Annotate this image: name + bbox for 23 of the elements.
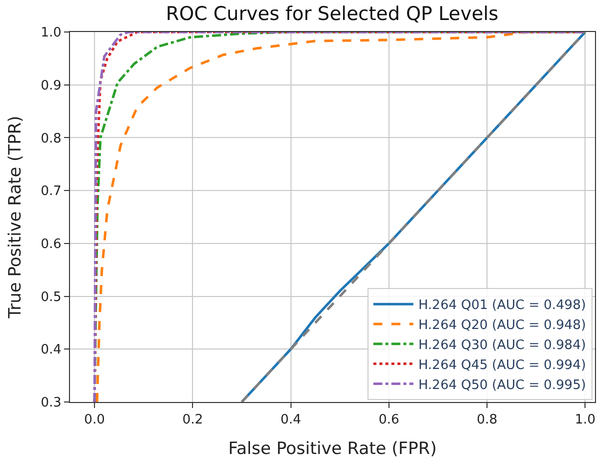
legend-label: H.264 Q20 (AUC = 0.948)	[418, 318, 586, 334]
legend-label: H.264 Q45 (AUC = 0.994)	[418, 358, 586, 373]
chart-title: ROC Curves for Selected QP Levels	[166, 3, 498, 26]
x-tick-label: 0.2	[182, 412, 204, 428]
y-tick-label: 0.6	[40, 236, 62, 252]
legend-label: H.264 Q01 (AUC = 0.498)	[418, 298, 586, 314]
y-tick-label: 0.3	[40, 396, 62, 411]
y-tick-label: 0.4	[40, 342, 62, 358]
x-tick-label: 0.4	[280, 412, 302, 428]
y-tick-label: 0.8	[40, 131, 62, 146]
y-tick-label: 0.5	[40, 290, 62, 305]
y-tick-label: 0.7	[40, 184, 62, 200]
y-tick-label: 1.0	[40, 26, 62, 41]
x-tick-label: 0.0	[84, 412, 105, 428]
x-tick-label: 1.0	[574, 412, 596, 428]
x-axis-title: False Positive Rate (FPR)	[228, 439, 437, 459]
line-series	[240, 32, 586, 402]
y-tick-label: 0.9	[40, 78, 62, 94]
legend-label: H.264 Q50 (AUC = 0.995)	[418, 378, 586, 393]
x-tick-label: 0.6	[378, 412, 400, 428]
x-tick-label: 0.8	[476, 412, 498, 428]
y-axis-title: True Positive Rate (TPR)	[5, 116, 26, 320]
legend-label: H.264 Q30 (AUC = 0.984)	[418, 338, 586, 353]
